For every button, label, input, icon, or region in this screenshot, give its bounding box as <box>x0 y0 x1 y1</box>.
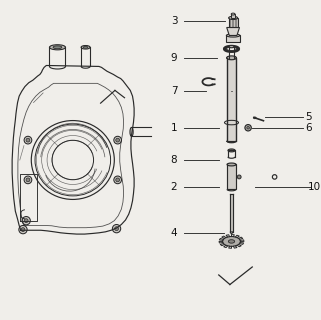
Polygon shape <box>230 232 233 235</box>
Circle shape <box>237 175 241 179</box>
Text: 7: 7 <box>171 86 177 96</box>
Circle shape <box>112 225 121 233</box>
Ellipse shape <box>130 127 133 136</box>
Text: 5: 5 <box>305 112 311 122</box>
Circle shape <box>116 178 120 182</box>
Ellipse shape <box>227 56 236 60</box>
FancyBboxPatch shape <box>226 36 240 42</box>
Circle shape <box>21 228 25 232</box>
Circle shape <box>26 178 30 182</box>
Circle shape <box>24 136 32 144</box>
Circle shape <box>24 176 32 184</box>
Ellipse shape <box>229 16 238 20</box>
Ellipse shape <box>83 46 88 48</box>
Ellipse shape <box>228 149 235 152</box>
Polygon shape <box>227 28 239 36</box>
Text: 6: 6 <box>305 123 311 133</box>
Ellipse shape <box>228 240 235 243</box>
Circle shape <box>22 217 30 225</box>
Circle shape <box>114 176 121 184</box>
Polygon shape <box>230 194 233 232</box>
Ellipse shape <box>229 45 234 48</box>
Circle shape <box>245 124 251 131</box>
Ellipse shape <box>226 34 240 37</box>
Ellipse shape <box>230 150 233 151</box>
FancyBboxPatch shape <box>229 18 238 28</box>
Polygon shape <box>227 164 236 189</box>
Text: 1: 1 <box>171 123 177 133</box>
Polygon shape <box>227 58 236 141</box>
Text: 9: 9 <box>171 53 177 63</box>
Ellipse shape <box>227 163 236 166</box>
Text: 8: 8 <box>171 155 177 165</box>
Text: 2: 2 <box>171 182 177 192</box>
Circle shape <box>116 138 120 142</box>
Circle shape <box>247 126 249 129</box>
FancyBboxPatch shape <box>231 14 235 18</box>
Text: 3: 3 <box>171 16 177 26</box>
Circle shape <box>19 226 27 234</box>
Ellipse shape <box>49 45 65 50</box>
Circle shape <box>26 138 30 142</box>
Text: 10: 10 <box>308 182 321 192</box>
Ellipse shape <box>53 46 62 49</box>
Ellipse shape <box>81 45 90 49</box>
Text: 4: 4 <box>171 228 177 238</box>
Ellipse shape <box>227 47 237 51</box>
Circle shape <box>115 227 118 231</box>
Circle shape <box>114 136 121 144</box>
Ellipse shape <box>222 236 240 246</box>
Ellipse shape <box>231 13 235 15</box>
Circle shape <box>24 219 28 223</box>
